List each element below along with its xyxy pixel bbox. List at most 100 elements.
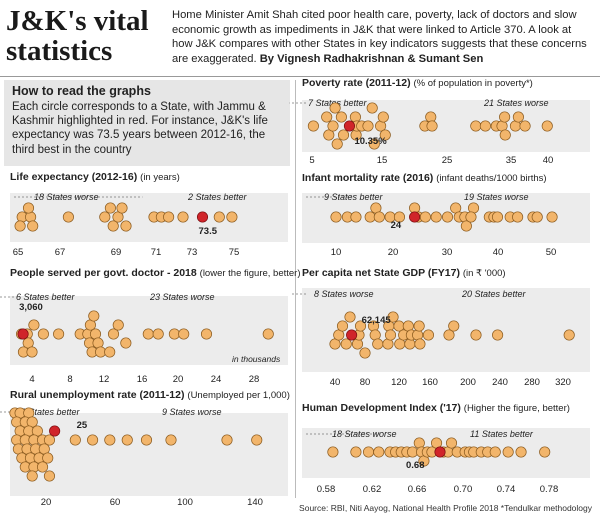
state-dot [448,320,460,332]
jk-dot [434,446,446,458]
state-dot [307,120,319,132]
chart-doctor: People served per govt. doctor - 2018 (l… [0,267,301,385]
state-dot [323,129,335,141]
jk-dot [196,211,209,223]
tick-label: 0.66 [408,484,427,495]
group-label-right: 23 States worse [149,292,215,302]
tick-label: 200 [460,377,476,388]
tick-label: 65 [13,247,24,258]
state-dot [350,446,362,458]
state-dot [479,120,491,132]
tick-label: 24 [211,374,222,385]
tick-label: 120 [391,377,407,388]
jk-value-label: 3,060 [19,302,43,313]
state-dot [499,129,511,141]
state-dot [337,129,350,141]
jk-dot [409,211,421,223]
state-dot [62,211,74,223]
state-dot [165,434,177,446]
header-divider [0,76,600,77]
state-dot [379,129,391,141]
state-dot [563,329,575,341]
state-dot [368,138,380,150]
state-dot [470,120,482,132]
state-dot [351,338,364,350]
tick-label: 75 [229,247,240,258]
state-dot [120,220,132,232]
state-dot [512,111,524,123]
tick-label: 73 [187,247,198,258]
state-dot [546,211,558,223]
state-dot [200,328,213,340]
state-dot [519,120,531,132]
state-dot [460,220,472,232]
state-dot [69,434,81,446]
chart-gdp: Per capita net State GDP (FY17) (in ₹ '0… [291,267,590,388]
state-dot [329,102,341,114]
tick-label: 10 [331,247,342,258]
state-dot [359,347,371,359]
tick-label: 0.78 [540,484,559,495]
state-dot [26,346,38,358]
state-dot [387,311,399,323]
group-label-left: 18 States worse [332,429,397,439]
group-label-left: 9 States better [324,192,384,202]
tick-label: 280 [524,377,540,388]
chart-imr: Infant mortality rate (2016) (infant dea… [302,172,590,258]
state-dot [213,211,225,223]
state-dot [99,211,111,223]
group-label-left: 7 States better [308,98,368,108]
tick-label: 140 [247,497,263,508]
state-dot [221,434,233,446]
state-dot [327,120,339,132]
state-dot [116,202,128,214]
state-dot [25,211,37,223]
state-dot [336,320,349,332]
tick-label: 15 [377,155,388,166]
state-dot [104,202,116,214]
state-dot [43,470,55,482]
state-dot [37,328,49,340]
how-to-text: Each circle corresponds to a State, with… [12,101,268,156]
header: J&K's vital statistics Home Minister Ami… [0,0,600,76]
state-dot [443,329,455,341]
state-dot [362,120,374,132]
state-dot [354,320,367,332]
state-dot [344,311,356,323]
state-dot [87,434,99,446]
state-dot [492,329,504,341]
state-dot [152,328,164,340]
jk-dot [49,425,61,437]
state-dot [107,328,120,340]
tick-label: 67 [55,247,66,258]
state-dot [499,111,511,123]
tick-label: 40 [330,377,341,388]
jk-value-label: 24 [391,220,402,231]
state-dot [112,319,124,331]
state-dot [42,452,54,464]
group-label-left: 18 States worse [34,192,99,202]
state-dot [120,337,132,349]
state-dot [419,211,431,223]
source-note: Source: RBI, Niti Aayog, National Health… [299,503,592,513]
state-dot [226,211,238,223]
state-dot [414,338,426,350]
state-dot [422,329,434,341]
jk-value-label: 25 [77,420,88,431]
intro-paragraph: Home Minister Amit Shah cited poor healt… [172,8,590,66]
tick-label: 8 [67,374,72,385]
state-dot [489,446,501,458]
intro-text: Home Minister Amit Shah cited poor healt… [172,9,587,65]
tick-label: 0.70 [454,484,473,495]
state-dot [36,461,49,473]
state-dot [340,338,352,350]
tick-label: 69 [111,247,122,258]
jk-value-label: 10.35% [354,136,387,147]
state-dot [531,211,543,223]
state-dot [177,211,189,223]
tick-label: 28 [249,374,260,385]
jk-dot [343,120,355,132]
state-dot [163,211,175,223]
chart-hdi: Human Development Index ('17) (Higher th… [302,402,590,495]
state-dot [377,111,389,123]
